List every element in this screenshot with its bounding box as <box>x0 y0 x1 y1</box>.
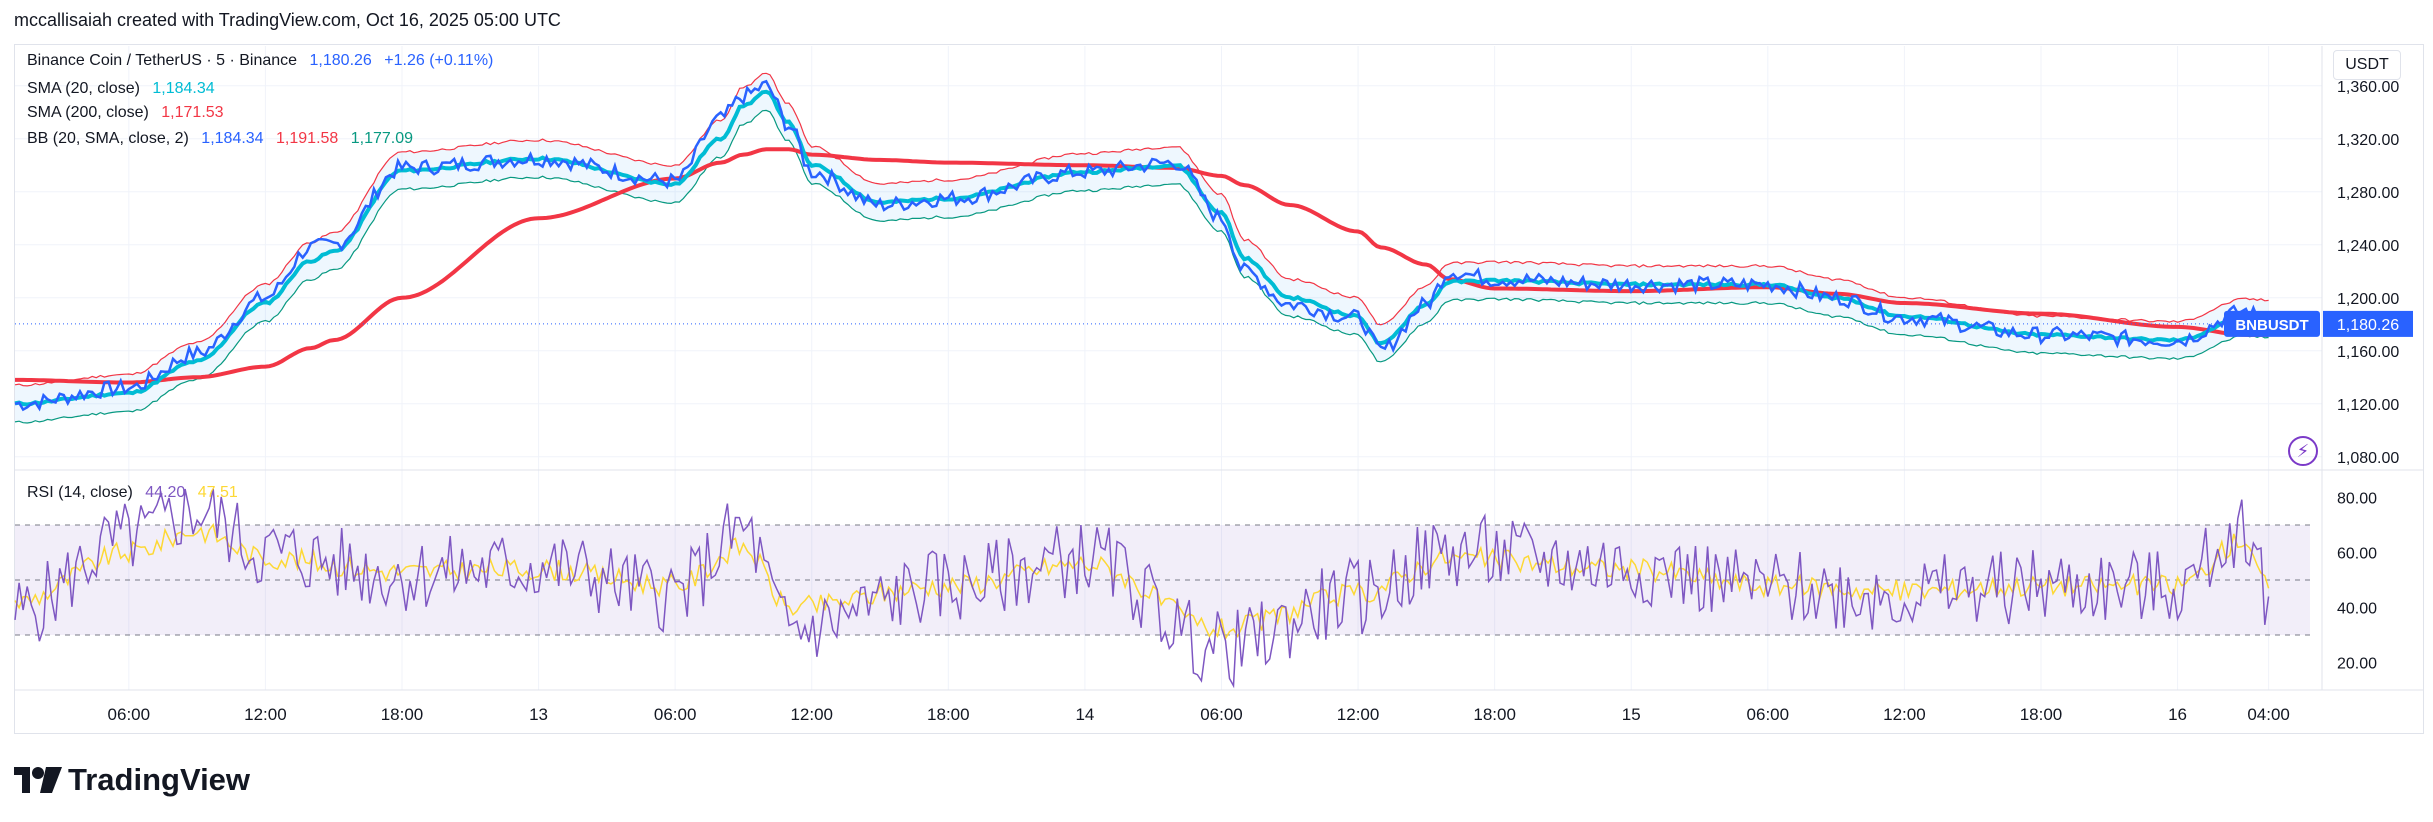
legend-sma20-value: 1,184.34 <box>152 80 215 97</box>
rsi-tick-label: 80.00 <box>2337 491 2377 508</box>
legend-sma20-label: SMA (20, close) <box>27 80 140 97</box>
legend-rsi-label: RSI (14, close) <box>27 484 133 501</box>
legend-bb-upper: 1,191.58 <box>276 130 339 147</box>
symbol-badge <box>2224 310 2320 337</box>
legend-sma200-label: SMA (200, close) <box>27 104 149 121</box>
price-tick-label: 1,320.00 <box>2337 132 2399 149</box>
legend-price: 1,180.26 <box>309 52 372 69</box>
time-tick-label: 18:00 <box>381 705 424 724</box>
time-tick-label: 12:00 <box>1337 705 1380 724</box>
bb-lower-line <box>14 109 2269 424</box>
legend-symbol-title: Binance Coin / TetherUS · 5 · Binance <box>27 52 298 69</box>
time-tick-label: 12:00 <box>244 705 287 724</box>
time-tick-label: 12:00 <box>790 705 833 724</box>
legend-rsi: RSI (14, close) 44.20 47.51 <box>27 484 246 502</box>
time-tick-label: 18:00 <box>1473 705 1516 724</box>
legend-sma20: SMA (20, close) 1,184.34 <box>27 80 223 98</box>
time-tick-label: 04:00 <box>2247 705 2290 724</box>
price-badge-text: 1,180.26 <box>2337 317 2399 334</box>
legend-bb-label: BB (20, SMA, close, 2) <box>27 130 189 147</box>
attribution-text: mccallisaiah created with TradingView.co… <box>14 10 561 30</box>
time-tick-label: 18:00 <box>2020 705 2063 724</box>
time-tick-label: 06:00 <box>654 705 697 724</box>
time-tick-label: 18:00 <box>927 705 970 724</box>
logo-text: TradingView <box>68 762 251 797</box>
legend-bb-lower: 1,177.09 <box>350 130 414 147</box>
price-line <box>14 79 2269 412</box>
chart-frame[interactable] <box>14 44 2424 734</box>
legend-rsi-value: 44.20 <box>145 484 186 501</box>
tradingview-logo: TradingView <box>14 762 250 798</box>
time-tick-label: 06:00 <box>108 705 151 724</box>
bb-upper-line <box>14 72 2269 387</box>
legend-bb-basis: 1,184.34 <box>201 130 264 147</box>
bollinger-fill <box>15 73 2269 424</box>
legend-rsi-ma: 47.51 <box>197 484 238 501</box>
legend-main: Binance Coin / TetherUS · 5 · Binance 1,… <box>27 52 501 70</box>
rsi-tick-label: 60.00 <box>2337 546 2377 563</box>
price-tick-label: 1,080.00 <box>2337 450 2399 467</box>
price-tick-label: 1,200.00 <box>2337 291 2399 308</box>
time-tick-label: 16 <box>2168 705 2187 724</box>
legend-bb: BB (20, SMA, close, 2) 1,184.34 1,191.58… <box>27 130 421 148</box>
time-tick-label: 15 <box>1622 705 1641 724</box>
price-tick-label: 1,120.00 <box>2337 397 2399 414</box>
tradingview-logo-icon <box>14 767 62 793</box>
price-lines <box>14 72 2322 424</box>
bb-fill-area <box>15 73 2269 424</box>
price-tick-label: 1,160.00 <box>2337 344 2399 361</box>
time-tick-label: 14 <box>1075 705 1094 724</box>
time-tick-label: 06:00 <box>1200 705 1243 724</box>
rsi-line <box>14 488 2270 689</box>
sma20-line <box>14 89 2269 407</box>
legend-sma200: SMA (200, close) 1,171.53 <box>27 104 232 122</box>
currency-unit-button[interactable]: USDT <box>2333 50 2401 80</box>
rsi-tick-label: 20.00 <box>2337 656 2377 673</box>
rsi-pane <box>14 488 2310 689</box>
price-tick-label: 1,240.00 <box>2337 238 2399 255</box>
legend-change: +1.26 (+0.11%) <box>384 52 494 69</box>
time-tick-label: 06:00 <box>1747 705 1790 724</box>
axes: 1,360.00 1,320.00 1,280.00 1,240.00 1,200.00… <box>15 46 2424 724</box>
rsi-ma-line <box>14 522 2270 641</box>
symbol-badge-text: BNBUSDT <box>2235 317 2308 334</box>
time-tick-label: 13 <box>529 705 548 724</box>
price-badge <box>2323 310 2413 337</box>
legend-sma200-value: 1,171.53 <box>161 104 224 121</box>
price-tick-label: 1,360.00 <box>2337 79 2399 96</box>
rsi-tick-label: 40.00 <box>2337 601 2377 618</box>
price-tick-label: 1,280.00 <box>2337 185 2399 202</box>
lightning-icon[interactable]: ⚡ <box>2288 436 2318 466</box>
time-tick-label: 12:00 <box>1883 705 1926 724</box>
